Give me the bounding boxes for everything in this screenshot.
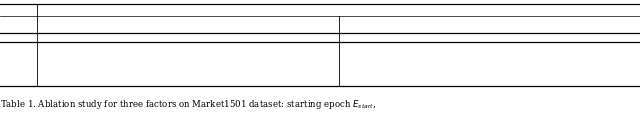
- Text: Table 1. Ablation study for three factors on Market1501 dataset: starting epoch : Table 1. Ablation study for three factor…: [0, 98, 376, 111]
